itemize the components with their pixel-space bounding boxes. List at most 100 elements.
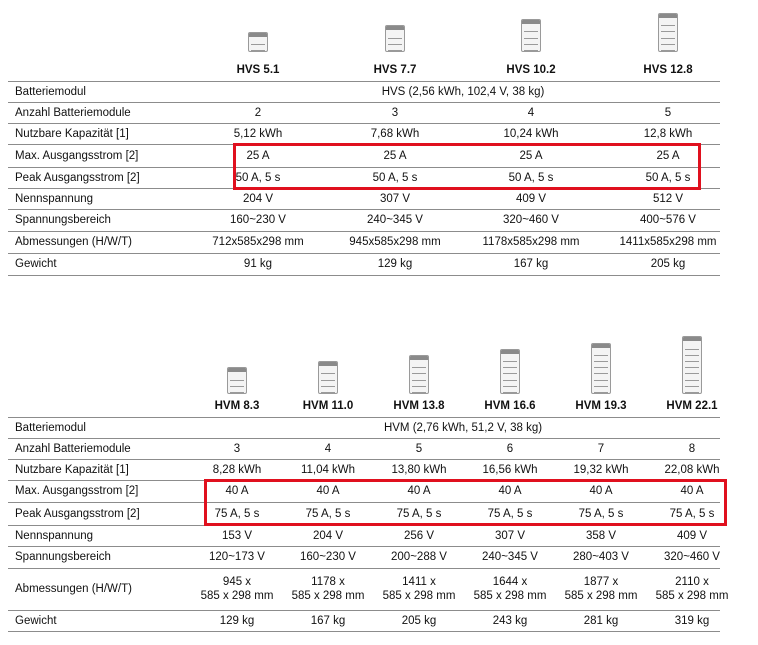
model-header: HVM 13.8 bbox=[393, 400, 445, 412]
battery-module-line bbox=[412, 373, 426, 375]
battery-module-line bbox=[388, 43, 402, 45]
row-divider bbox=[8, 275, 720, 276]
battery-cap bbox=[228, 368, 246, 373]
table-cell: 40 A bbox=[498, 485, 522, 497]
row-label: Nutzbare Kapazität [1] bbox=[15, 127, 129, 140]
table-cell: 2110 x 585 x 298 mm bbox=[656, 575, 729, 603]
table-cell: 280~403 V bbox=[573, 551, 629, 563]
table-cell: 7 bbox=[597, 442, 605, 455]
battery-module-line bbox=[503, 367, 517, 369]
model-header: HVS 5.1 bbox=[236, 64, 280, 76]
battery-module-line bbox=[251, 49, 265, 51]
row-label: Abmessungen (H/W/T) bbox=[15, 236, 132, 248]
battery-module-line bbox=[594, 360, 608, 362]
battery-cap bbox=[592, 343, 610, 348]
table-cell: 5 bbox=[415, 442, 423, 455]
row-divider bbox=[8, 231, 720, 232]
battery-module-line bbox=[594, 391, 608, 393]
row-divider bbox=[8, 459, 720, 460]
table-cell: 50 A, 5 s bbox=[508, 171, 554, 184]
table-cell: 75 A, 5 s bbox=[487, 507, 533, 520]
row-label: Gewicht bbox=[15, 614, 57, 627]
battery-module-line bbox=[230, 379, 244, 381]
battery-module-line bbox=[685, 379, 699, 381]
table-cell: 6 bbox=[506, 442, 514, 455]
battery-module-line bbox=[661, 31, 675, 33]
battery-module-line bbox=[503, 360, 517, 362]
table-cell: 320~460 V bbox=[503, 214, 559, 226]
cell-line: 585 x 298 mm bbox=[564, 590, 638, 602]
table-cell: 40 A bbox=[407, 485, 431, 497]
battery-tower-icon bbox=[227, 367, 247, 394]
table-cell: 13,80 kWh bbox=[391, 463, 447, 476]
cell-line: 585 x 298 mm bbox=[291, 590, 365, 602]
battery-module-line bbox=[321, 385, 335, 387]
battery-module-line bbox=[661, 50, 675, 51]
battery-module-line bbox=[685, 391, 699, 393]
table-cell: 160~230 V bbox=[300, 551, 356, 563]
table-cell: 712x585x298 mm bbox=[212, 236, 304, 248]
battery-module-line bbox=[388, 49, 402, 51]
table-cell: 129 kg bbox=[219, 614, 255, 627]
row-label: Gewicht bbox=[15, 258, 57, 270]
model-header: HVS 7.7 bbox=[373, 64, 417, 76]
row-divider bbox=[8, 568, 720, 569]
table-cell: 40 A bbox=[225, 485, 249, 497]
table-cell: 400~576 V bbox=[640, 214, 696, 226]
battery-module-line bbox=[594, 385, 608, 387]
model-header: HVM 22.1 bbox=[666, 400, 718, 412]
battery-module-line bbox=[594, 379, 608, 381]
table-cell: 167 kg bbox=[310, 614, 346, 627]
row-divider bbox=[8, 438, 720, 439]
table-cell: 281 kg bbox=[583, 614, 619, 627]
table-cell: 243 kg bbox=[492, 614, 528, 627]
model-header: HVM 19.3 bbox=[575, 400, 627, 412]
cell-line: 585 x 298 mm bbox=[200, 590, 274, 602]
table-cell: 2 bbox=[254, 106, 262, 119]
row-label: Anzahl Batteriemodule bbox=[15, 106, 131, 119]
battery-module-line bbox=[685, 348, 699, 350]
table-cell: 319 kg bbox=[674, 614, 710, 627]
table-cell: 19,32 kWh bbox=[573, 463, 629, 476]
table-cell: 12,8 kWh bbox=[643, 127, 693, 140]
row-divider bbox=[8, 546, 720, 547]
battery-module-line bbox=[594, 354, 608, 356]
table-cell: 10,24 kWh bbox=[503, 127, 559, 140]
battery-tower-icon bbox=[658, 13, 678, 52]
battery-module-line bbox=[503, 379, 517, 381]
battery-module-line bbox=[412, 392, 426, 393]
row-divider bbox=[8, 631, 720, 632]
model-header: HVS 12.8 bbox=[643, 64, 693, 76]
model-header: HVM 8.3 bbox=[214, 400, 260, 412]
table-cell: 16,56 kWh bbox=[482, 463, 538, 476]
battery-cap bbox=[659, 14, 677, 18]
table-cell: 1178x585x298 mm bbox=[482, 236, 580, 248]
model-header: HVM 16.6 bbox=[484, 400, 536, 412]
row-label: Nennspannung bbox=[15, 192, 94, 205]
table-cell: 91 kg bbox=[243, 258, 273, 270]
cell-line: 1411 x bbox=[402, 576, 436, 588]
table-cell: 320~460 V bbox=[664, 551, 720, 563]
table-cell: 4 bbox=[527, 106, 535, 119]
spanning-value: HVM (2,76 kWh, 51,2 V, 38 kg) bbox=[383, 421, 543, 434]
table-cell: 409 V bbox=[676, 529, 708, 542]
table-cell: 8,28 kWh bbox=[212, 463, 262, 476]
table-cell: 50 A, 5 s bbox=[372, 171, 418, 184]
table-cell: 240~345 V bbox=[367, 214, 423, 226]
row-divider bbox=[8, 417, 720, 418]
table-cell: 75 A, 5 s bbox=[305, 507, 351, 520]
battery-module-line bbox=[685, 360, 699, 362]
spanning-value: HVS (2,56 kWh, 102,4 V, 38 kg) bbox=[381, 85, 545, 98]
table-cell: 153 V bbox=[221, 529, 253, 542]
row-label: Peak Ausgangsstrom [2] bbox=[15, 507, 140, 520]
row-label: Nennspannung bbox=[15, 529, 94, 542]
battery-module-line bbox=[503, 391, 517, 393]
battery-module-line bbox=[503, 373, 517, 375]
cell-line: 1178 x bbox=[311, 576, 345, 588]
table-cell: 205 kg bbox=[401, 614, 437, 627]
table-cell: 25 A bbox=[383, 149, 407, 162]
battery-module-line bbox=[412, 379, 426, 381]
battery-module-line bbox=[412, 367, 426, 369]
battery-module-line bbox=[321, 379, 335, 381]
cell-line: 585 x 298 mm bbox=[473, 590, 547, 602]
